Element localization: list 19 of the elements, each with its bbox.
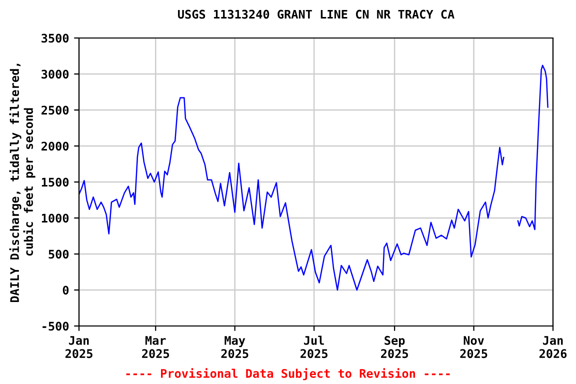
y-tick-label: 500 (48, 250, 69, 259)
x-tick-label: Jan 2026 (539, 336, 567, 358)
y-tick-label: 1000 (42, 214, 69, 223)
y-tick-label: 1500 (42, 178, 69, 187)
x-tick-label: Sep 2025 (381, 336, 408, 358)
y-tick-label: 3000 (42, 70, 69, 79)
x-tick-label: May 2025 (221, 336, 248, 358)
y-tick-label: 2000 (42, 142, 69, 151)
x-tick-label: Nov 2025 (460, 336, 488, 358)
y-tick-label: 3500 (42, 34, 69, 43)
y-tick-label: -500 (42, 322, 69, 331)
y-tick-label: 2500 (42, 106, 69, 115)
y-tick-label: 0 (62, 286, 69, 295)
x-tick-label: Jan 2025 (65, 336, 92, 358)
chart-title: USGS 11313240 GRANT LINE CN NR TRACY CA (178, 10, 454, 19)
x-tick-label: Mar 2025 (142, 336, 170, 358)
text: ---- Provisional Data Subject to Revision ---- (126, 368, 450, 380)
x-tick-label: Jul 2025 (300, 336, 328, 358)
y-axis-title: DAILY Discharge, tidally filtered, cubic feet per second (9, 64, 36, 302)
